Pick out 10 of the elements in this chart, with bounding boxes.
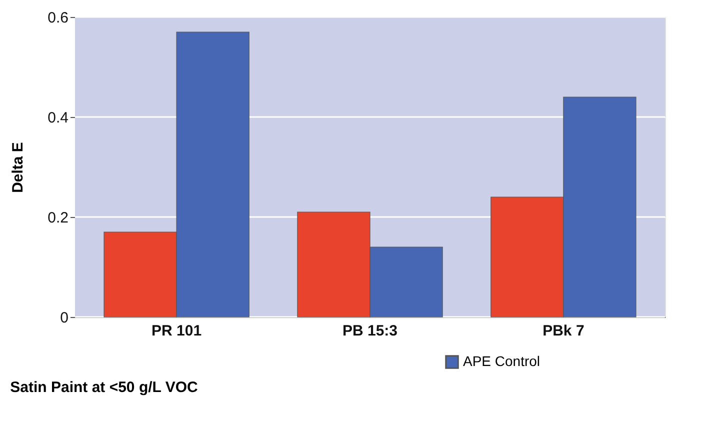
x-tick-label: PBk 7 [542, 322, 584, 340]
legend-label: APE Control [463, 353, 540, 369]
y-tick-label: 0.6 [48, 10, 68, 26]
y-axis-title: Delta E [10, 142, 27, 193]
x-tick-label: PR 101 [152, 322, 202, 340]
text: Satin Paint at <50 g/L VOC [10, 379, 198, 396]
y-tick-label: 0 [60, 310, 68, 326]
y-tick-label: 0.4 [48, 110, 68, 126]
y-tick-label: 0.2 [48, 210, 68, 226]
x-tick-label: PB 15:3 [342, 322, 398, 340]
